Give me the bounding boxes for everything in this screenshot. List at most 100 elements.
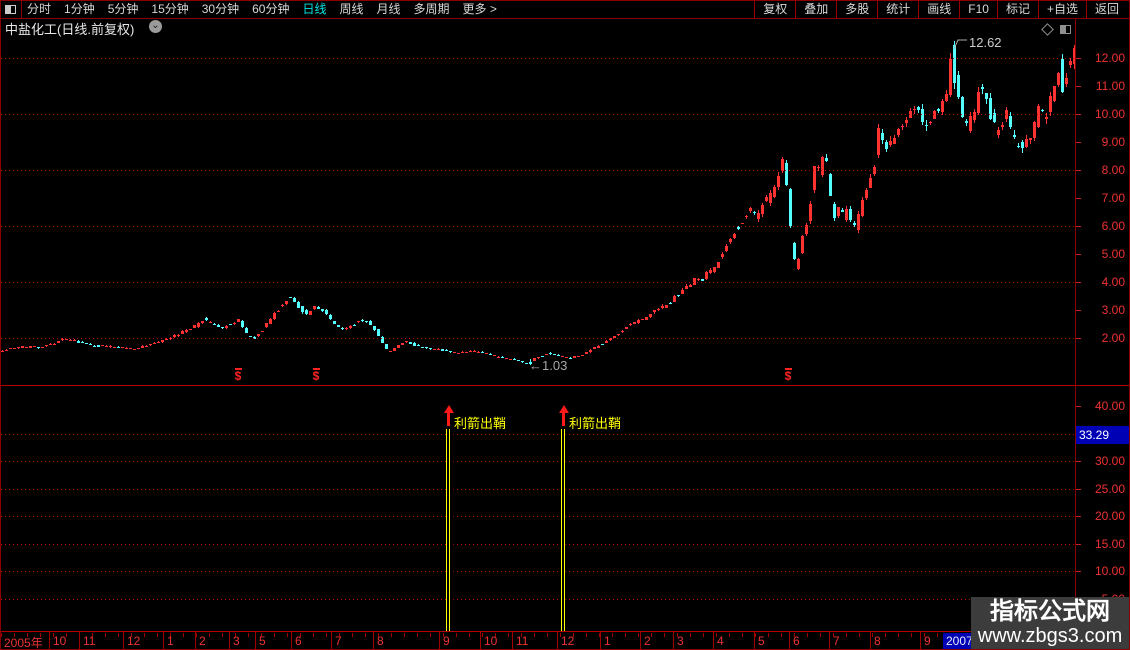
candle-body (21, 345, 24, 348)
ind-gridline-4 (1, 544, 1075, 545)
candle-body (1061, 58, 1064, 92)
window-layout-icon[interactable] (1060, 25, 1071, 34)
sell-marker-dash (234, 368, 242, 370)
candle-body (297, 301, 300, 308)
candle-body (537, 356, 540, 359)
window-split-button[interactable] (1, 1, 22, 18)
candle-body (329, 315, 332, 320)
timeline-label-9: 9 (924, 634, 931, 648)
timeline-sep (480, 632, 481, 649)
timeline-ticks (1, 633, 1075, 637)
candle-body (1021, 142, 1024, 149)
candle-body (393, 348, 396, 351)
price-tick-6.00 (1076, 226, 1081, 227)
candle-body (845, 209, 848, 221)
candle-body (49, 343, 52, 345)
chevron-down-icon[interactable]: ⌄ (149, 20, 162, 33)
candle-body (977, 92, 980, 113)
menu-item-画线[interactable]: 画线 (918, 1, 959, 18)
candle-body (105, 345, 108, 347)
candle-body (201, 321, 204, 324)
timeline-sep (789, 632, 790, 649)
candle-body (437, 348, 440, 350)
menu-item-30分钟[interactable]: 30分钟 (201, 2, 240, 16)
price-label-8.00: 8.00 (1101, 163, 1125, 177)
candle-body (713, 267, 716, 273)
candle-body (229, 324, 232, 326)
timeline-label-7: 7 (335, 634, 342, 648)
candle-body (17, 347, 20, 349)
timeline-label-2: 2 (199, 634, 206, 648)
price-tick-10.00 (1076, 114, 1081, 115)
menu-item-复权[interactable]: 复权 (754, 1, 795, 18)
candle-body (1073, 48, 1076, 64)
menu-item-日线[interactable]: 日线 (302, 2, 327, 16)
candle-body (97, 345, 100, 347)
menu-item-叠加[interactable]: 叠加 (795, 1, 836, 18)
menu-item-+自选[interactable]: +自选 (1037, 1, 1086, 18)
candle-body (617, 334, 620, 336)
candle-body (417, 344, 420, 347)
axis-separator (1075, 18, 1076, 649)
candle-body (345, 327, 348, 330)
timeline-label-2: 2 (644, 634, 651, 648)
candle-body (773, 186, 776, 197)
timeline-label-5: 5 (259, 634, 266, 648)
candle-body (309, 310, 312, 315)
price-label-2.00: 2.00 (1101, 331, 1125, 345)
candle-body (485, 353, 488, 355)
candle-body (549, 352, 552, 355)
candle-body (881, 132, 884, 141)
candle-body (73, 340, 76, 341)
timeline-label-6: 6 (793, 634, 800, 648)
menu-item-分时[interactable]: 分时 (27, 2, 52, 16)
price-tick-12.00 (1076, 58, 1081, 59)
title-bar: 中盐化工(日线.前复权) ⌄ (1, 18, 1075, 37)
price-label-4.00: 4.00 (1101, 275, 1125, 289)
menu-item-1分钟[interactable]: 1分钟 (64, 2, 95, 16)
menu-item-标记[interactable]: 标记 (996, 1, 1038, 18)
candle-body (741, 223, 744, 224)
timeline-sep (79, 632, 80, 649)
candle-body (65, 338, 68, 340)
candle-body (1009, 116, 1012, 127)
price-tick-2.00 (1076, 338, 1081, 339)
menu-item-15分钟[interactable]: 15分钟 (151, 2, 189, 16)
candle-body (493, 355, 496, 357)
candle-body (765, 197, 768, 201)
candle-body (753, 211, 756, 213)
candle-body (161, 340, 164, 342)
candle-body (721, 253, 724, 257)
menu-item-月线[interactable]: 月线 (376, 2, 401, 16)
menu-item-周线[interactable]: 周线 (339, 2, 364, 16)
period-menu: 分时 1分钟 5分钟 15分钟 30分钟 60分钟 日线 周线 月线 多周期 更多 > (27, 1, 497, 18)
menu-item-F10[interactable]: F10 (959, 1, 997, 18)
candle-body (637, 319, 640, 324)
candle-body (265, 323, 268, 328)
menu-item-60分钟[interactable]: 60分钟 (252, 2, 290, 16)
candle-body (597, 345, 600, 348)
menu-item-更多 >[interactable]: 更多 > (462, 2, 497, 16)
candle-body (349, 325, 352, 329)
candle-body (769, 192, 772, 204)
candle-body (593, 347, 596, 349)
menu-item-返回[interactable]: 返回 (1085, 1, 1127, 18)
watermark: 指标公式网 www.zbgs3.com (971, 597, 1129, 649)
menu-item-5分钟[interactable]: 5分钟 (107, 2, 139, 16)
candle-body (793, 243, 796, 259)
menu-item-多股[interactable]: 多股 (836, 1, 877, 18)
candle-body (569, 357, 572, 359)
price-label-12.00: 12.00 (1094, 51, 1125, 65)
candle-body (689, 285, 692, 288)
candle-body (701, 278, 704, 282)
menu-item-多周期[interactable]: 多周期 (413, 2, 450, 16)
candle-body (717, 261, 720, 268)
candle-body (913, 109, 916, 111)
candle-body (613, 336, 616, 338)
menu-item-统计[interactable]: 统计 (877, 1, 918, 18)
candle-body (245, 328, 248, 334)
timeline-label-8: 8 (874, 634, 881, 648)
sell-marker-dash (784, 368, 792, 370)
candle-body (681, 289, 684, 295)
